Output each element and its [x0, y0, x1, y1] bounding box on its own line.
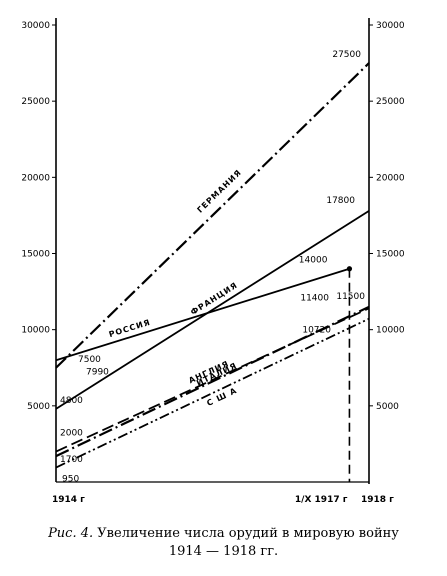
right-tick-label: 15000 [376, 250, 405, 260]
chart-axes: 5000 10000 15000 20000 25000 30000 5000 10000 15… [21, 18, 405, 505]
series-line [55, 267, 350, 362]
chart-series [55, 62, 370, 482]
right-tick-label: 30000 [376, 21, 405, 31]
x-tick-label: 1914 г [52, 495, 85, 505]
data-label: 27500 [332, 50, 361, 60]
series-line [55, 317, 370, 469]
data-label: 7500 [78, 355, 101, 365]
series-line [55, 307, 370, 453]
series-name-label: С Ш А [205, 386, 238, 408]
data-label: 4800 [60, 396, 83, 406]
data-label: 17800 [326, 196, 355, 206]
caption-text: Увеличение числа орудий в мировую войну [97, 526, 399, 541]
series-name-label: РОССИЯ [108, 318, 152, 339]
data-label: 2000 [60, 429, 83, 439]
data-label: 1700 [60, 455, 83, 465]
left-tick-label: 10000 [21, 326, 50, 336]
right-tick-label: 10000 [376, 326, 405, 336]
right-tick-label: 25000 [376, 97, 405, 107]
figure-caption-years: 1914 — 1918 гг. [168, 544, 279, 559]
data-label: 14000 [299, 256, 328, 266]
data-label: 7990 [86, 367, 109, 377]
left-tick-label: 30000 [21, 21, 50, 31]
chart-labels: ГЕРМАНИЯ750027500ФРАНЦИЯ480017800РОССИЯ7… [60, 50, 365, 484]
chart: 5000 10000 15000 20000 25000 30000 5000 10000 15… [21, 18, 405, 505]
series-line [55, 210, 370, 410]
data-label: 11500 [336, 292, 365, 302]
figure-caption: Рис. 4. Увеличение числа орудий в мирову… [0, 525, 447, 542]
data-label: 11400 [300, 293, 329, 303]
data-label: 10720 [302, 326, 331, 336]
left-tick-label: 20000 [21, 173, 50, 183]
left-tick-label: 15000 [21, 250, 50, 260]
right-tick-label: 5000 [376, 402, 399, 412]
x-tick-label: 1918 г [361, 495, 394, 505]
left-tick-label: 5000 [27, 402, 50, 412]
series-line [55, 62, 370, 369]
caption-figure-number: Рис. 4. [48, 526, 94, 541]
right-tick-label: 20000 [376, 173, 405, 183]
data-label: 950 [62, 475, 79, 485]
x-tick-label: 1/X 1917 г [295, 495, 348, 505]
series-line [55, 305, 370, 458]
left-tick-label: 25000 [21, 97, 50, 107]
